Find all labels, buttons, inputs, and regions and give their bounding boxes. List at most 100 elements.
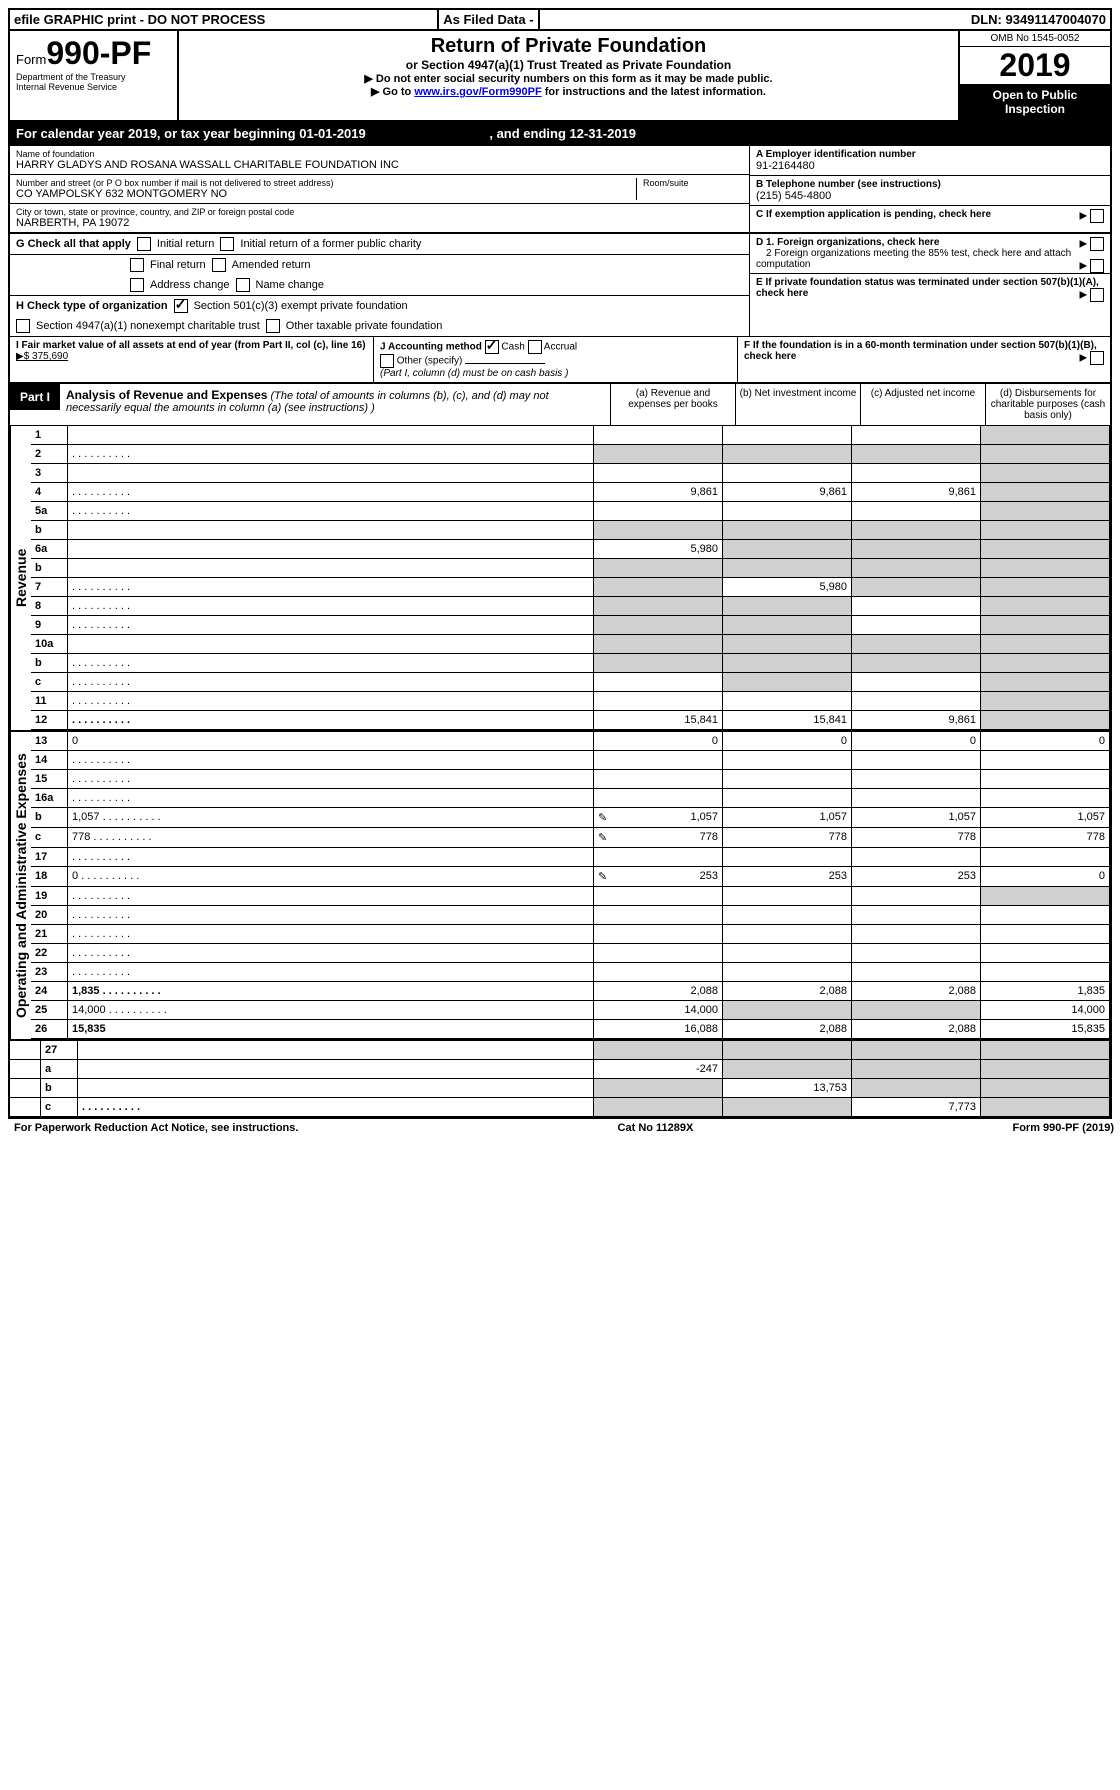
g-h-section: G Check all that apply Initial return In… — [10, 234, 1110, 337]
expenses-table: 1300000141516ab1,057✎1,0571,0571,0571,05… — [31, 732, 1110, 1039]
i-j-f-section: I Fair market value of all assets at end… — [10, 337, 1110, 382]
table-row: 23 — [31, 963, 1110, 982]
address: CO YAMPOLSKY 632 MONTGOMERY NO — [16, 188, 636, 200]
g-initial-former-checkbox[interactable] — [220, 237, 234, 251]
f-label: F If the foundation is in a 60-month ter… — [744, 340, 1097, 362]
table-row: 1215,84115,8419,861 — [31, 711, 1110, 730]
exemption-pending-checkbox[interactable] — [1090, 209, 1104, 223]
table-row: 49,8619,8619,861 — [31, 483, 1110, 502]
g-name-checkbox[interactable] — [236, 278, 250, 292]
table-row: 2514,00014,00014,000 — [31, 1001, 1110, 1020]
dln-number: DLN: 93491147004070 — [967, 10, 1110, 29]
table-row: 19 — [31, 887, 1110, 906]
part1-header: Part I Analysis of Revenue and Expenses … — [10, 382, 1110, 426]
attachment-icon[interactable]: ✎ — [598, 870, 607, 883]
bottom-table: 27a-247b13,753c7,773 — [10, 1041, 1110, 1117]
part1-title: Analysis of Revenue and Expenses — [66, 388, 267, 402]
header: Form990-PF Department of the Treasury In… — [10, 31, 1110, 122]
attachment-icon[interactable]: ✎ — [598, 811, 607, 824]
j-accrual-checkbox[interactable] — [528, 340, 542, 354]
info-section: Name of foundation HARRY GLADYS AND ROSA… — [10, 146, 1110, 234]
h-other-checkbox[interactable] — [266, 319, 280, 333]
table-row: 8 — [31, 597, 1110, 616]
main-title: Return of Private Foundation — [185, 35, 952, 58]
col-a-head: (a) Revenue and expenses per books — [611, 384, 736, 425]
city-label: City or town, state or province, country… — [16, 207, 743, 217]
revenue-side-label: Revenue — [10, 426, 31, 730]
part1-label: Part I — [10, 384, 60, 410]
year-box: OMB No 1545-0052 2019 Open to Public Ins… — [958, 31, 1110, 120]
phone-label: B Telephone number (see instructions) — [756, 179, 1104, 190]
table-row: 6a5,980 — [31, 540, 1110, 559]
table-row: b — [31, 559, 1110, 578]
subtitle: or Section 4947(a)(1) Trust Treated as P… — [185, 58, 952, 72]
city-state-zip: NARBERTH, PA 19072 — [16, 217, 743, 229]
d2-label: 2 Foreign organizations meeting the 85% … — [756, 248, 1071, 270]
revenue-table: 12349,8619,8619,8615ab6a5,980b75,9808910… — [31, 426, 1110, 730]
table-row: 3 — [31, 464, 1110, 483]
instruction-2: ▶ Go to www.irs.gov/Form990PF for instru… — [185, 85, 952, 98]
phone-value: (215) 545-4800 — [756, 190, 1104, 202]
addr-label: Number and street (or P O box number if … — [16, 178, 636, 188]
table-row: b1,057✎1,0571,0571,0571,057 — [31, 808, 1110, 828]
form-number: 990-PF — [46, 35, 151, 71]
table-row: 15 — [31, 770, 1110, 789]
expenses-side-label: Operating and Administrative Expenses — [10, 732, 31, 1039]
d2-checkbox[interactable] — [1090, 259, 1104, 273]
h-4947-checkbox[interactable] — [16, 319, 30, 333]
footer-mid: Cat No 11289X — [618, 1122, 694, 1134]
h-label: H Check type of organization — [16, 300, 168, 312]
attachment-icon[interactable]: ✎ — [598, 831, 607, 844]
table-row: b — [31, 521, 1110, 540]
table-row: 22 — [31, 944, 1110, 963]
col-c-head: (c) Adjusted net income — [861, 384, 986, 425]
g-initial-checkbox[interactable] — [137, 237, 151, 251]
omb-number: OMB No 1545-0052 — [960, 31, 1110, 47]
name-label: Name of foundation — [16, 149, 743, 159]
d1-checkbox[interactable] — [1090, 237, 1104, 251]
d1-label: D 1. Foreign organizations, check here — [756, 237, 939, 248]
table-row: 2615,83516,0882,0882,08815,835 — [31, 1020, 1110, 1039]
foundation-name: HARRY GLADYS AND ROSANA WASSALL CHARITAB… — [16, 159, 743, 171]
form-container: efile GRAPHIC print - DO NOT PROCESS As … — [8, 8, 1112, 1119]
table-row: 27 — [10, 1041, 1110, 1060]
g-final-checkbox[interactable] — [130, 258, 144, 272]
efile-notice: efile GRAPHIC print - DO NOT PROCESS — [10, 10, 437, 29]
footer-left: For Paperwork Reduction Act Notice, see … — [14, 1122, 298, 1134]
exemption-pending-label: C If exemption application is pending, c… — [756, 209, 991, 220]
j-cash-checkbox[interactable] — [485, 340, 499, 354]
j-other-checkbox[interactable] — [380, 354, 394, 368]
irs-link[interactable]: www.irs.gov/Form990PF — [414, 86, 541, 98]
table-row: c778✎778778778778 — [31, 828, 1110, 848]
e-checkbox[interactable] — [1090, 288, 1104, 302]
h-501c3-checkbox[interactable] — [174, 299, 188, 313]
title-box: Return of Private Foundation or Section … — [179, 31, 958, 120]
j-note: (Part I, column (d) must be on cash basi… — [380, 368, 568, 379]
form-number-box: Form990-PF Department of the Treasury In… — [10, 31, 179, 120]
room-label: Room/suite — [643, 178, 743, 188]
table-row: c7,773 — [10, 1098, 1110, 1117]
form-prefix: Form — [16, 52, 46, 67]
table-row: 1300000 — [31, 732, 1110, 751]
f-checkbox[interactable] — [1090, 351, 1104, 365]
g-address-checkbox[interactable] — [130, 278, 144, 292]
table-row: 5a — [31, 502, 1110, 521]
i-value: ▶$ 375,690 — [16, 351, 68, 362]
table-row: 10a — [31, 635, 1110, 654]
table-row: 20 — [31, 906, 1110, 925]
g-label: G Check all that apply — [16, 238, 131, 250]
as-filed-label: As Filed Data - — [437, 10, 539, 29]
table-row: a-247 — [10, 1060, 1110, 1079]
i-label: I Fair market value of all assets at end… — [16, 340, 366, 351]
table-row: 1 — [31, 426, 1110, 445]
calendar-year-row: For calendar year 2019, or tax year begi… — [10, 122, 1110, 146]
table-row: 75,980 — [31, 578, 1110, 597]
dept-irs: Internal Revenue Service — [16, 82, 171, 92]
g-amended-checkbox[interactable] — [212, 258, 226, 272]
col-b-head: (b) Net investment income — [736, 384, 861, 425]
e-label: E If private foundation status was termi… — [756, 277, 1099, 299]
table-row: 17 — [31, 848, 1110, 867]
tax-year: 2019 — [960, 47, 1110, 84]
ein-label: A Employer identification number — [756, 149, 1104, 160]
table-row: b13,753 — [10, 1079, 1110, 1098]
